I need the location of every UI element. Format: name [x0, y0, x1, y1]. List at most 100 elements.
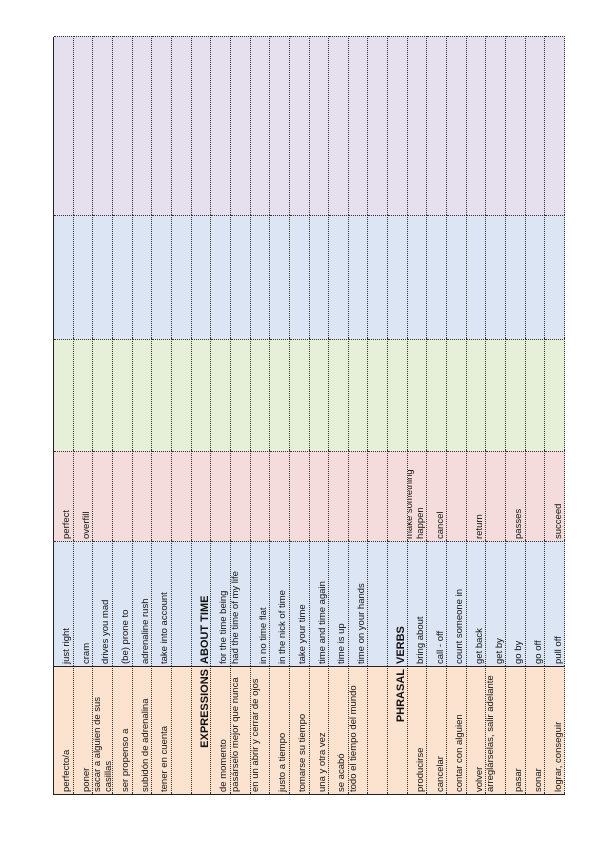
cell-r17-c2 [388, 451, 408, 541]
cell-r10-c1: in no time flat [250, 541, 271, 666]
cell-r21-c0: volver [466, 666, 487, 794]
cell-r11-c1: in the nick of time [270, 541, 290, 666]
cell-r2-c4 [93, 215, 113, 339]
cell-r14-c0: se acabó [329, 666, 349, 794]
cell-r18-c4 [407, 215, 428, 339]
cell-r23-c4 [506, 215, 526, 339]
cell-r17-c0: PHRASAL [388, 666, 408, 794]
cell-r23-c5 [506, 36, 526, 215]
cell-r7-c5 [191, 36, 212, 215]
cell-r5-c4 [152, 215, 172, 339]
cell-r1-c0: poner [73, 666, 94, 794]
cell-r19-c1: call - off [427, 541, 448, 666]
cell-r21-c5 [466, 36, 487, 215]
cell-r22-c3 [486, 339, 507, 451]
cell-r18-c0: producirse [407, 666, 428, 794]
cell-r22-c5 [486, 36, 507, 215]
cell-r10-c4 [250, 215, 271, 339]
cell-r16-c3 [368, 339, 389, 451]
cell-r25-c1: pull off [545, 541, 565, 666]
cell-r11-c2 [270, 451, 290, 541]
cell-r23-c0: pasar [506, 666, 526, 794]
cell-r15-c1: time on your hands [348, 541, 369, 666]
cell-r8-c4 [211, 215, 231, 339]
cell-r20-c2 [447, 451, 467, 541]
cell-r15-c2 [348, 451, 369, 541]
cell-r25-c5 [545, 36, 565, 215]
cell-r18-c3 [407, 339, 428, 451]
cell-r16-c4 [368, 215, 389, 339]
cell-r0-c4 [54, 215, 74, 339]
cell-r10-c3 [250, 339, 271, 451]
cell-r24-c3 [525, 339, 546, 451]
cell-r2-c0: sacar a alguien de sus casillas [93, 666, 113, 794]
cell-r23-c2: passes [506, 451, 526, 541]
cell-r17-c4 [388, 215, 408, 339]
cell-r0-c3 [54, 339, 74, 451]
cell-r0-c1: just right [54, 541, 74, 666]
cell-r13-c4 [309, 215, 330, 339]
cell-r5-c3 [152, 339, 172, 451]
cell-r19-c2: cancel [427, 451, 448, 541]
cell-r8-c1: for the time being [211, 541, 231, 666]
cell-r24-c0: sonar [525, 666, 546, 794]
cell-r0-c2: perfect [54, 451, 74, 541]
cell-r10-c2 [250, 451, 271, 541]
cell-r1-c2: overfill [73, 451, 94, 541]
cell-r11-c3 [270, 339, 290, 451]
cell-r17-c3 [388, 339, 408, 451]
cell-r6-c3 [171, 339, 192, 451]
cell-r4-c3 [132, 339, 153, 451]
cell-r13-c5 [309, 36, 330, 215]
cell-r11-c5 [270, 36, 290, 215]
cell-r7-c3 [191, 339, 212, 451]
cell-r13-c1: time and time again [309, 541, 330, 666]
cell-r14-c4 [329, 215, 349, 339]
cell-r6-c0 [171, 666, 192, 794]
cell-r2-c1: drives you mad [93, 541, 113, 666]
cell-r5-c2 [152, 451, 172, 541]
cell-r13-c2 [309, 451, 330, 541]
cell-r6-c1 [171, 541, 192, 666]
cell-r19-c3 [427, 339, 448, 451]
cell-r21-c2: return [466, 451, 487, 541]
cell-r7-c1: ABOUT TIME [191, 541, 212, 666]
cell-r3-c5 [112, 36, 133, 215]
cell-r14-c2 [329, 451, 349, 541]
cell-r18-c2: make something happen [407, 451, 428, 541]
cell-r7-c4 [191, 215, 212, 339]
cell-r8-c0: de momento [211, 666, 231, 794]
cell-r8-c2 [211, 451, 231, 541]
cell-r24-c1: go off [525, 541, 546, 666]
cell-r10-c5 [250, 36, 271, 215]
cell-r1-c1: cram [73, 541, 94, 666]
rotated-spreadsheet-page: perfecto/a just right perfect poner cram over… [53, 36, 565, 795]
cell-r22-c2 [486, 451, 507, 541]
cell-r12-c5 [289, 36, 310, 215]
cell-r11-c0: justo a tiempo [270, 666, 290, 794]
cell-r11-c4 [270, 215, 290, 339]
cell-r12-c4 [289, 215, 310, 339]
cell-r2-c2 [93, 451, 113, 541]
cell-r0-c5 [54, 36, 74, 215]
cell-r20-c3 [447, 339, 467, 451]
cell-r4-c5 [132, 36, 153, 215]
cell-r9-c4 [230, 215, 251, 339]
cell-r4-c2 [132, 451, 153, 541]
cell-r5-c1: take into account [152, 541, 172, 666]
cell-r21-c4 [466, 215, 487, 339]
cell-r6-c2 [171, 451, 192, 541]
cell-r22-c4 [486, 215, 507, 339]
cell-r7-c2 [191, 451, 212, 541]
cell-r19-c5 [427, 36, 448, 215]
cell-r16-c2 [368, 451, 389, 541]
cell-r19-c4 [427, 215, 448, 339]
cell-r25-c4 [545, 215, 565, 339]
cell-r16-c5 [368, 36, 389, 215]
cell-r15-c3 [348, 339, 369, 451]
cell-r0-c0: perfecto/a [54, 666, 74, 794]
cell-r14-c5 [329, 36, 349, 215]
cell-r4-c4 [132, 215, 153, 339]
cell-r23-c1: go by [506, 541, 526, 666]
cell-r3-c4 [112, 215, 133, 339]
